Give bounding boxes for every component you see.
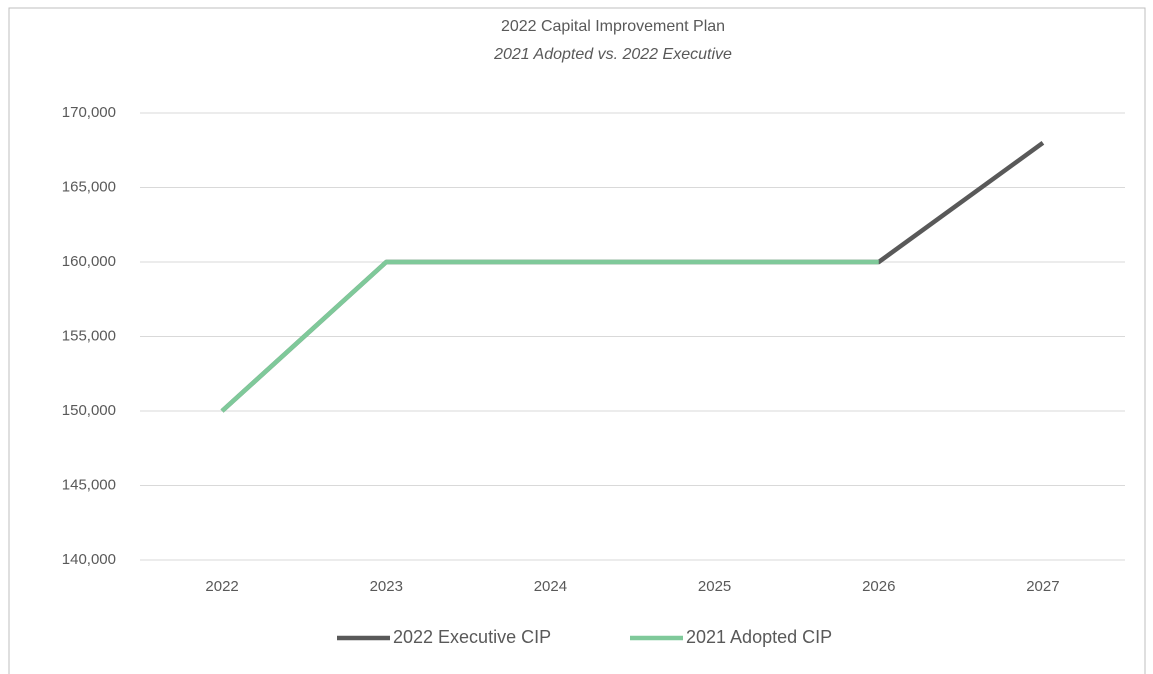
chart-border — [8, 7, 1146, 674]
chart-title: 2022 Capital Improvement Plan — [501, 18, 725, 35]
legend-label: 2021 Adopted CIP — [686, 627, 832, 647]
y-tick-label: 155,000 — [62, 327, 116, 344]
y-tick-label: 140,000 — [62, 551, 116, 568]
x-tick-label: 2027 — [1026, 578, 1059, 595]
series-line — [220, 140, 1045, 413]
y-tick-label: 145,000 — [62, 476, 116, 493]
x-tick-label: 2026 — [862, 578, 895, 595]
chart-subtitle: 2021 Adopted vs. 2022 Executive — [493, 46, 732, 63]
y-tick-label: 160,000 — [62, 253, 116, 270]
series-line — [220, 259, 879, 413]
y-tick-label: 170,000 — [62, 104, 116, 121]
y-tick-label: 150,000 — [62, 402, 116, 419]
x-tick-label: 2025 — [698, 578, 731, 595]
y-tick-label: 165,000 — [62, 178, 116, 195]
x-tick-label: 2022 — [205, 578, 238, 595]
x-tick-label: 2023 — [370, 578, 403, 595]
x-tick-label: 2024 — [534, 578, 567, 595]
legend-label: 2022 Executive CIP — [393, 627, 551, 647]
